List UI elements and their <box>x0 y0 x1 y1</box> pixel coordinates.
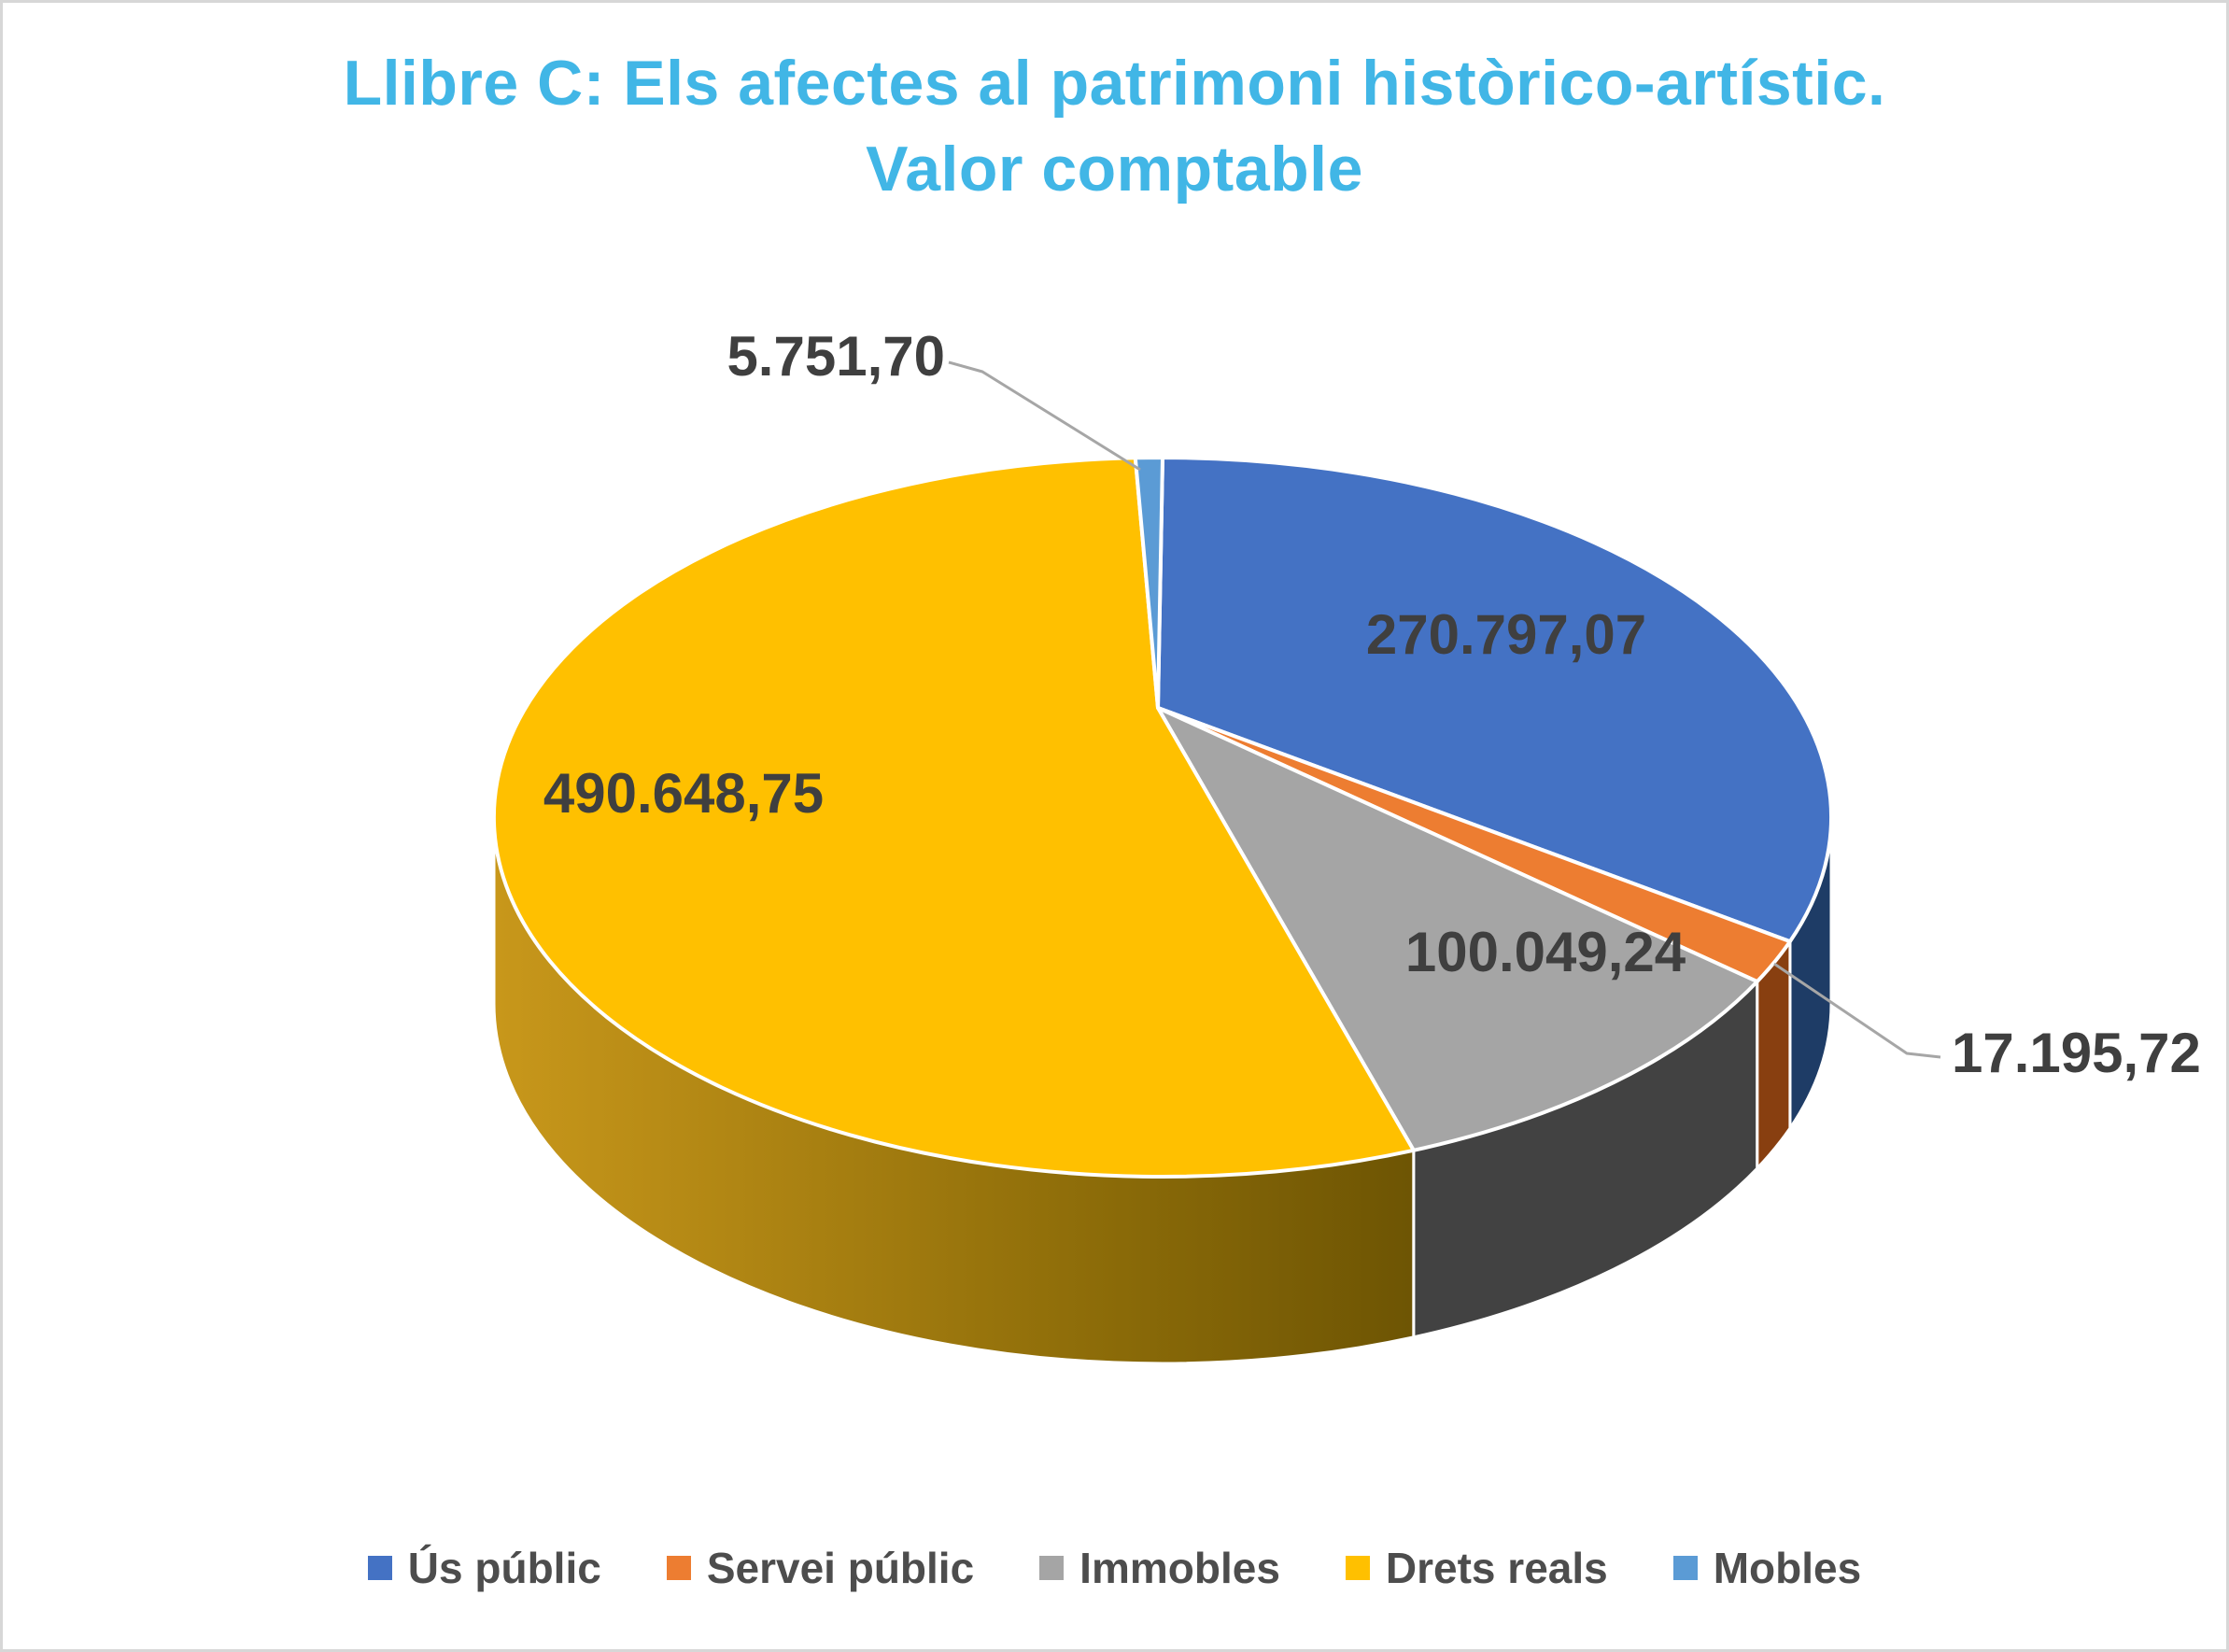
chart-title: Llibre C: Els afectes al patrimoni histò… <box>343 48 1886 205</box>
legend-swatch-immobles <box>1039 1556 1065 1580</box>
legend-label-drets-reals: Drets reals <box>1385 1544 1608 1592</box>
data-label-drets-reals: 490.648,75 <box>543 762 824 825</box>
pie-slice-mobles[interactable] <box>1133 455 1164 710</box>
data-label-us-public: 270.797,07 <box>1366 603 1646 666</box>
leader-line-mobles <box>948 360 1141 472</box>
legend-item-immobles[interactable]: Immobles <box>1039 1543 1280 1593</box>
legend-swatch-mobles <box>1672 1556 1698 1580</box>
legend-item-mobles[interactable]: Mobles <box>1672 1543 1862 1593</box>
legend-label-us-public: Ús públic <box>407 1544 601 1592</box>
legend-label-mobles: Mobles <box>1713 1544 1862 1592</box>
legend-label-servei-public: Servei públic <box>706 1544 975 1592</box>
legend-swatch-drets-reals <box>1345 1556 1370 1580</box>
pie-slice-drets-reals[interactable] <box>491 456 1416 1179</box>
data-label-immobles: 100.049,24 <box>1405 921 1686 983</box>
legend-item-us-public[interactable]: Ús públic <box>367 1543 601 1593</box>
pie-slice-us-public[interactable] <box>1156 456 1833 944</box>
legend-item-servei-public[interactable]: Servei públic <box>666 1543 975 1593</box>
legend-swatch-us-public <box>367 1556 392 1580</box>
legend-item-drets-reals[interactable]: Drets reals <box>1345 1543 1608 1593</box>
data-label-mobles: 5.751,70 <box>727 325 945 388</box>
legend-swatch-servei-public <box>666 1556 691 1580</box>
legend: Ús públic Servei públic Immobles Drets real… <box>0 1543 2229 1593</box>
legend-label-immobles: Immobles <box>1079 1544 1280 1592</box>
leader-line-servei-public <box>1773 962 1941 1059</box>
data-label-servei-public: 17.195,72 <box>1952 1022 2201 1084</box>
pie-slice-immobles[interactable] <box>1156 706 1759 1152</box>
